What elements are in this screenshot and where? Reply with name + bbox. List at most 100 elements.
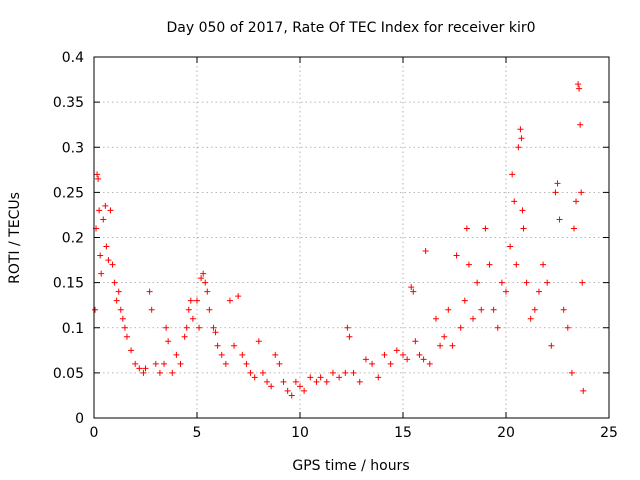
data-point: [375, 374, 382, 381]
data-point: [422, 248, 429, 255]
data-point: [264, 378, 271, 385]
data-point: [92, 306, 99, 313]
data-point: [470, 315, 477, 322]
y-tick-label: 0: [75, 411, 84, 427]
data-point: [247, 369, 254, 376]
data-point: [142, 365, 149, 372]
data-point: [212, 329, 219, 336]
data-point: [535, 288, 542, 295]
data-point: [520, 225, 527, 232]
data-point: [513, 261, 520, 268]
data-point: [214, 342, 221, 349]
y-axis-label: ROTI / TECUs: [7, 192, 23, 284]
data-point: [387, 360, 394, 367]
data-point: [482, 225, 489, 232]
x-tick-label: 5: [193, 425, 202, 441]
data-point: [301, 387, 308, 394]
data-point: [105, 257, 112, 264]
data-point: [94, 171, 101, 178]
data-point: [494, 324, 501, 331]
data-point: [276, 360, 283, 367]
grid-lines: [94, 57, 609, 418]
data-point: [420, 356, 427, 363]
data-point: [531, 306, 538, 313]
y-tick-label: 0.15: [53, 276, 84, 292]
data-point: [272, 351, 279, 358]
data-point: [523, 279, 530, 286]
data-point: [580, 387, 587, 394]
x-tick-label: 15: [394, 425, 412, 441]
data-point: [206, 306, 213, 313]
data-point: [181, 333, 188, 340]
data-point: [196, 324, 203, 331]
data-point: [515, 144, 522, 151]
y-tick-label: 0.4: [62, 50, 84, 66]
data-point: [507, 243, 514, 250]
data-point: [544, 279, 551, 286]
data-point: [518, 135, 525, 142]
data-point: [511, 198, 518, 205]
data-point: [239, 351, 246, 358]
data-point: [210, 324, 217, 331]
data-point: [185, 306, 192, 313]
data-point: [486, 261, 493, 268]
data-point: [218, 351, 225, 358]
data-point: [461, 297, 468, 304]
data-point: [432, 315, 439, 322]
data-point: [268, 383, 275, 390]
data-point: [200, 270, 207, 277]
data-point: [503, 288, 509, 295]
data-point: [128, 347, 135, 354]
y-tick-label: 0.05: [53, 366, 84, 382]
data-point: [100, 216, 107, 223]
data-point: [519, 207, 526, 214]
data-point: [404, 356, 411, 363]
y-tick-label: 0.2: [62, 231, 84, 247]
data-point: [183, 324, 190, 331]
data-point: [109, 261, 116, 268]
data-point: [161, 360, 168, 367]
data-point: [527, 315, 534, 322]
data-point: [96, 207, 103, 214]
data-point: [111, 279, 118, 286]
data-point: [187, 297, 194, 304]
data-point: [556, 216, 563, 223]
data-point: [478, 306, 485, 313]
data-point: [457, 324, 464, 331]
data-point: [578, 189, 585, 196]
data-point: [453, 252, 460, 259]
data-point: [235, 293, 242, 300]
data-points: [92, 81, 587, 399]
data-point: [350, 369, 357, 376]
data-point: [148, 306, 155, 313]
data-point: [119, 315, 126, 322]
x-tick-label: 0: [90, 425, 99, 441]
data-point: [381, 351, 388, 358]
data-point: [284, 387, 291, 394]
data-point: [152, 360, 159, 367]
data-point: [568, 369, 575, 376]
y-tick-label: 0.3: [62, 140, 84, 156]
data-point: [292, 378, 299, 385]
data-point: [117, 306, 124, 313]
data-point: [560, 306, 567, 313]
data-point: [445, 306, 452, 313]
data-point: [408, 284, 415, 291]
data-point: [570, 225, 577, 232]
data-point: [163, 324, 170, 331]
data-point: [121, 324, 128, 331]
data-point: [243, 360, 250, 367]
data-point: [362, 356, 369, 363]
data-point: [426, 360, 433, 367]
y-tick-label: 0.35: [53, 95, 84, 111]
data-point: [498, 279, 505, 286]
data-point: [132, 360, 139, 367]
y-tick-label: 0.25: [53, 185, 84, 201]
data-point: [564, 324, 571, 331]
data-point: [323, 378, 330, 385]
x-tick-label: 10: [291, 425, 309, 441]
data-point: [113, 297, 120, 304]
data-point: [369, 360, 376, 367]
